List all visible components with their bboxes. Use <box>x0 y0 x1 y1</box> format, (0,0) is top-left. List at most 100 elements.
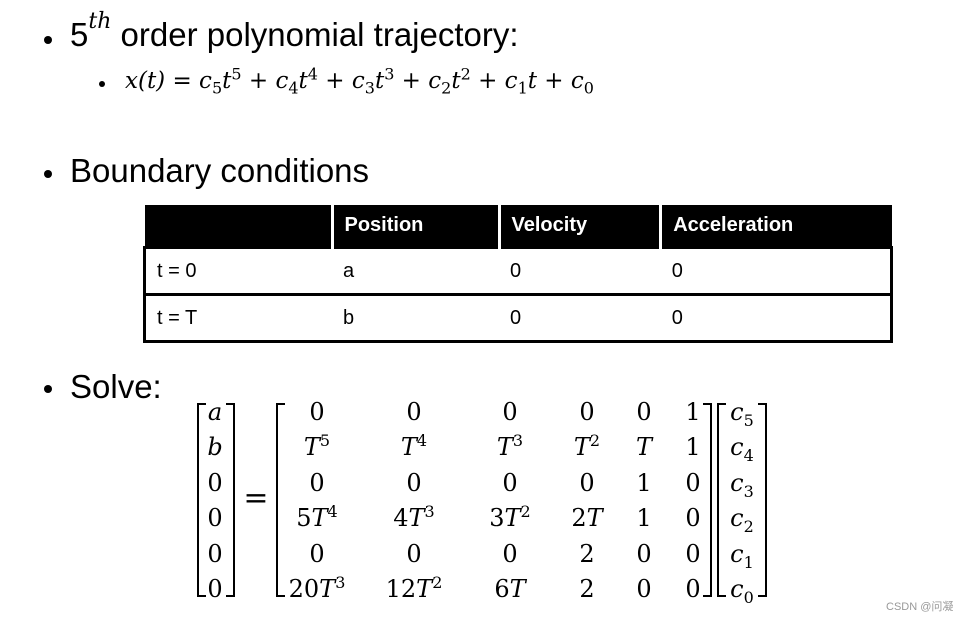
table-cell: 0 <box>660 246 893 296</box>
cell-text: 0 <box>579 398 595 426</box>
matrix-entry: T <box>636 433 652 461</box>
ordinal-suffix: th <box>88 9 112 34</box>
equation-token: 3 <box>364 78 375 98</box>
matrix-entry: 0 <box>406 540 421 568</box>
equation-token: 4 <box>288 78 299 98</box>
bullet-text: 5th order polynomial trajectory: <box>70 11 519 54</box>
matrix-entry: 3T2 <box>489 504 530 533</box>
matrix-entry: 0 <box>502 398 517 426</box>
subscript: 3 <box>743 481 754 501</box>
matrix-entry: 0 <box>636 575 651 603</box>
equation-token: + c <box>470 68 518 94</box>
cell-text: T <box>496 433 513 462</box>
cell-text: T <box>635 433 653 462</box>
cell-text: 20T <box>288 575 336 603</box>
cell-text: 0 <box>636 398 652 426</box>
matrix-entry: 0 <box>636 540 651 568</box>
matrix-entry: 0 <box>685 575 700 603</box>
superscript: 2 <box>432 573 443 592</box>
cell-text: 5T <box>296 504 328 533</box>
table-cell: 0 <box>499 246 661 296</box>
heading: Boundary conditions <box>70 152 370 189</box>
cell-text: 0 <box>636 539 652 568</box>
matrix-entry: 2 <box>579 575 594 603</box>
matrix-entry: 0 <box>685 540 700 568</box>
bracket <box>276 403 285 597</box>
cell-text: T <box>573 433 590 462</box>
matrix-entry: 0 <box>579 398 594 426</box>
equation-token: 2 <box>441 78 452 98</box>
cell-text: c <box>730 575 744 603</box>
cell-text: 3T <box>489 504 521 533</box>
equation-token: 2 <box>460 64 471 84</box>
bracket <box>758 403 767 597</box>
equation-token: 5 <box>231 64 242 84</box>
superscript: 3 <box>335 573 346 592</box>
cell-text: 2 <box>579 575 595 603</box>
cell-text: 0 <box>309 539 325 568</box>
equation-token: + c <box>394 68 442 94</box>
vector-entry: a <box>207 398 223 426</box>
header-cell: Position <box>330 205 499 248</box>
vector-entry: c3 <box>730 468 754 499</box>
vector-entry: b <box>207 433 223 462</box>
cell-text: c <box>730 504 744 533</box>
subscript: 0 <box>743 587 754 607</box>
equation-token: 0 <box>583 78 594 98</box>
cell-text: 0 <box>406 468 422 497</box>
superscript: 3 <box>424 502 435 522</box>
matrix-entry: 4T3 <box>393 502 435 533</box>
cell-text: T <box>400 433 417 462</box>
superscript: 4 <box>327 502 338 522</box>
bullet <box>44 36 52 44</box>
matrix-entry: 2T <box>571 504 602 532</box>
equation-token: 3 <box>384 64 395 84</box>
subscript: 1 <box>743 552 754 572</box>
matrix-entry: 12T2 <box>386 573 443 604</box>
vector-entry: c4 <box>730 433 754 463</box>
cell-text: 0 <box>685 468 701 497</box>
cell-text: T <box>303 433 320 462</box>
cell-text: 2 <box>579 539 595 568</box>
matrix-entry: 0 <box>406 398 421 426</box>
bracket <box>717 403 726 597</box>
table-cell: a <box>332 246 499 296</box>
vector-entry: c1 <box>730 539 754 572</box>
cell-text: 0 <box>579 468 595 497</box>
vector-entry: 0 <box>207 539 223 568</box>
bracket <box>226 403 235 597</box>
header-cell <box>144 205 332 248</box>
superscript: 2 <box>589 431 601 451</box>
table-cell: t = 0 <box>143 246 332 296</box>
watermark: CSDN @问凝 <box>886 601 954 613</box>
table-cell: b <box>332 293 499 343</box>
cell-text: c <box>730 433 744 462</box>
vector-entry: 0 <box>207 504 223 533</box>
bullet <box>99 81 105 87</box>
bullet <box>44 170 52 178</box>
equation-token: 1 <box>517 78 528 98</box>
equals-sign: = <box>243 480 269 516</box>
cell-text: 0 <box>685 575 701 603</box>
superscript: 3 <box>512 431 524 451</box>
cell-text: 1 <box>685 398 701 426</box>
cell-text: c <box>730 398 744 426</box>
superscript: 5 <box>319 431 331 451</box>
equation-token: t + c <box>527 68 584 94</box>
subscript: 2 <box>743 516 754 536</box>
cell-text: c <box>730 539 744 568</box>
header-cell: Velocity <box>497 205 661 248</box>
matrix-entry: 6T <box>494 575 525 603</box>
bracket <box>197 403 206 597</box>
matrix-entry: T3 <box>496 431 524 462</box>
table-cell: 0 <box>499 293 661 343</box>
bullet <box>44 385 52 393</box>
subscript: 4 <box>743 446 754 466</box>
cell-text: c <box>730 468 744 497</box>
cell-text: 0 <box>502 468 518 497</box>
matrix-entry: 0 <box>309 398 324 426</box>
cell-text: 0 <box>406 539 422 568</box>
